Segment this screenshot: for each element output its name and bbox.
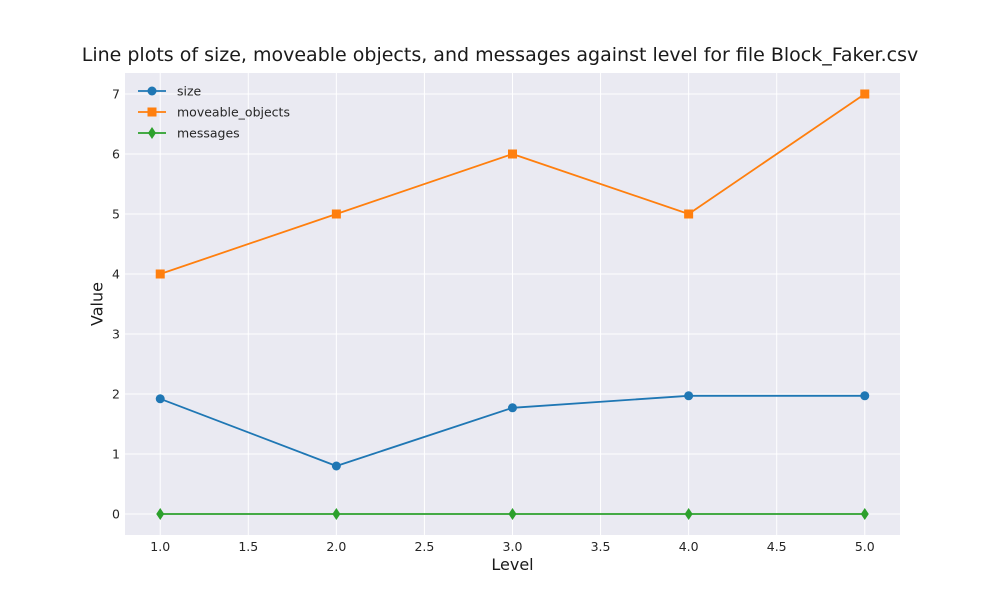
y-tick-label: 5: [112, 207, 120, 222]
x-tick-label: 3.0: [503, 539, 523, 554]
data-point-size: [331, 461, 341, 471]
data-point-moveable-objects: [331, 209, 341, 219]
data-point-size: [860, 391, 870, 401]
legend-marker-messages: [148, 127, 156, 139]
data-point-moveable-objects: [684, 209, 694, 219]
legend-marker-moveable-objects: [147, 107, 157, 117]
y-tick-label: 1: [112, 447, 120, 462]
y-tick-label: 7: [112, 87, 120, 102]
legend-label-size: size: [177, 84, 202, 99]
chart-title: Line plots of size, moveable objects, an…: [81, 44, 919, 66]
legend-label-moveable-objects: moveable_objects: [177, 105, 290, 120]
x-tick-label: 3.5: [591, 539, 611, 554]
x-tick-label: 4.0: [679, 539, 699, 554]
x-tick-label: 2.0: [326, 539, 346, 554]
y-tick-label: 4: [112, 267, 120, 282]
x-tick-label: 2.5: [414, 539, 434, 554]
data-point-moveable-objects: [508, 149, 517, 159]
legend-label-messages: messages: [177, 126, 240, 141]
data-point-messages: [684, 508, 693, 520]
data-point-size: [684, 391, 694, 401]
x-tick-label: 1.5: [238, 539, 258, 554]
x-tick-label: 1.0: [150, 539, 170, 554]
y-tick-label: 3: [112, 327, 120, 342]
data-point-size: [508, 403, 517, 413]
data-point-size: [155, 394, 165, 404]
x-axis-label: Level: [491, 555, 534, 574]
y-tick-label: 0: [112, 507, 120, 522]
x-tick-label: 5.0: [855, 539, 875, 554]
y-tick-label: 2: [112, 387, 120, 402]
data-point-messages: [332, 508, 341, 520]
data-point-moveable-objects: [860, 89, 870, 99]
data-point-messages: [156, 508, 165, 520]
legend-marker-size: [147, 86, 157, 96]
y-tick-label: 6: [112, 147, 120, 162]
y-axis-label: Value: [87, 282, 107, 326]
data-point-messages: [508, 508, 517, 520]
x-tick-label: 4.5: [767, 539, 787, 554]
data-point-moveable-objects: [155, 269, 165, 279]
data-point-messages: [860, 508, 869, 520]
